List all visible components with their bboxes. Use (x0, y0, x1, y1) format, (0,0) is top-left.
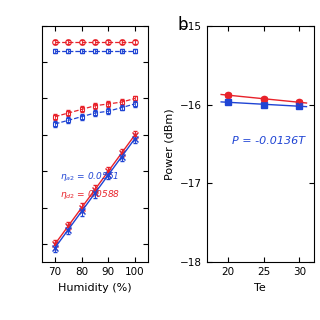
Text: $\eta_{a2}$ = 0.0551: $\eta_{a2}$ = 0.0551 (60, 170, 119, 183)
Text: $\eta_{d2}$ = 0.0588: $\eta_{d2}$ = 0.0588 (60, 188, 121, 201)
X-axis label: Humidity (%): Humidity (%) (58, 283, 132, 293)
Y-axis label: Power (dBm): Power (dBm) (164, 108, 174, 180)
Text: P = -0.0136T: P = -0.0136T (232, 136, 305, 146)
X-axis label: Te: Te (254, 283, 266, 293)
Text: b: b (177, 16, 188, 34)
